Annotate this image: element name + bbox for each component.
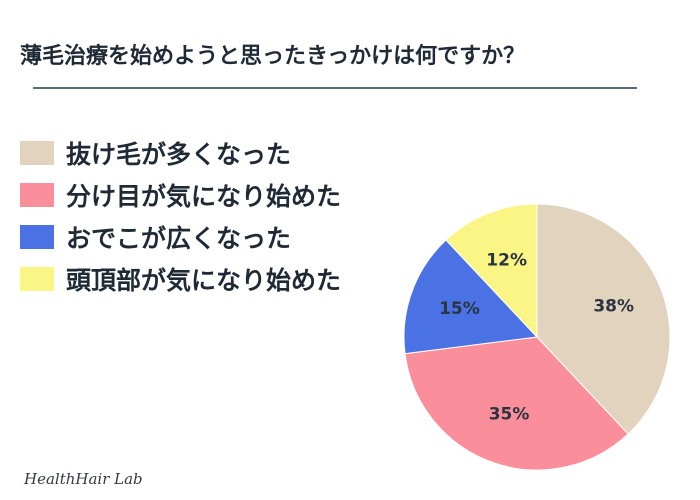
legend-swatch [20,141,54,165]
pie-slice [404,336,629,471]
legend: 抜け毛が多くなった 分け目が気になり始めた おでこが広くなった 頭頂部が気になり… [20,132,341,300]
pie-slice [445,203,538,339]
legend-item: おでこが広くなった [20,216,341,258]
chart-title: 薄毛治療を始めようと思ったきっかけは何ですか？ [20,44,526,69]
pie-slice [536,203,671,435]
legend-item: 分け目が気になり始めた [20,174,341,216]
slice-data-label: 15% [439,299,480,319]
legend-label: 抜け毛が多くなった [66,140,292,169]
legend-label: 頭頂部が気になり始めた [66,266,342,295]
legend-item: 頭頂部が気になり始めた [20,258,341,300]
legend-label: 分け目が気になり始めた [66,182,342,211]
legend-swatch [20,225,54,249]
pie-slice [403,239,539,355]
legend-swatch [20,183,54,207]
legend-swatch [20,267,54,291]
slice-data-label: 35% [489,405,530,425]
title-divider [33,87,637,89]
legend-item: 抜け毛が多くなった [20,132,341,174]
brand-logo-text: HealthHair Lab [24,470,143,488]
slice-data-label: 38% [593,297,634,317]
legend-label: おでこが広くなった [66,224,292,253]
slice-data-label: 12% [486,250,527,270]
